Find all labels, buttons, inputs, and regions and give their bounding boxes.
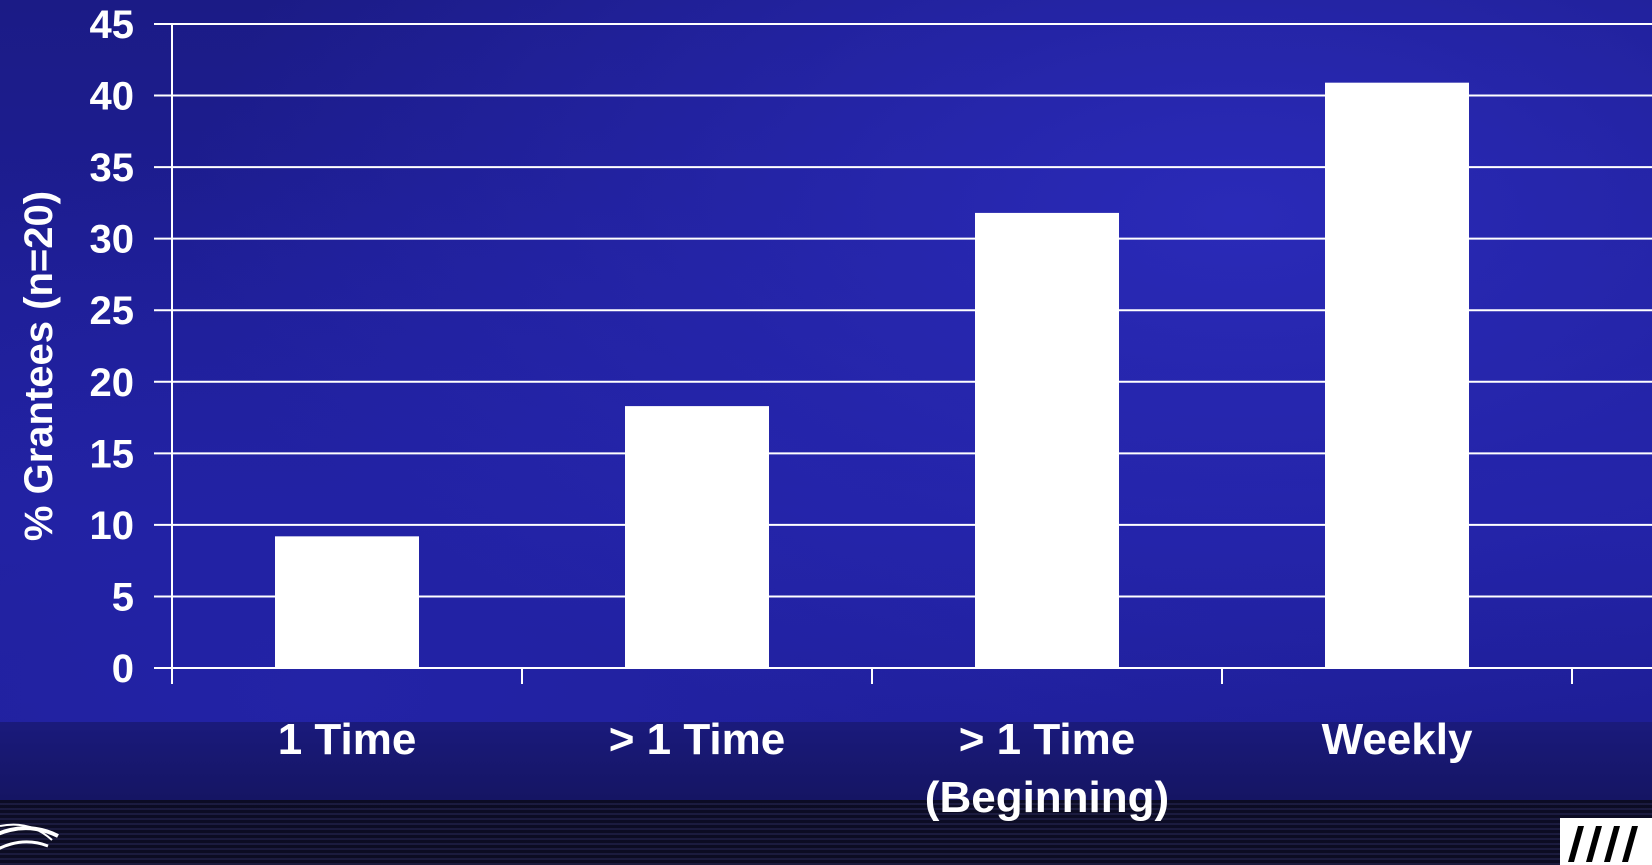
- bar-2: [625, 406, 769, 668]
- y-tick-labels: 0 5 10 15 20 25 30 35 40 45: [90, 3, 135, 691]
- y-tick-label: 10: [90, 504, 135, 548]
- y-tick-label: 30: [90, 218, 135, 262]
- bar-3: [975, 212, 1119, 668]
- bar-4: [1325, 82, 1469, 669]
- y-tick-label: 0: [112, 647, 134, 691]
- bars: [275, 82, 1469, 669]
- x-tick-label: 1 Time: [278, 715, 417, 764]
- institution-logo-icon: [1560, 818, 1652, 865]
- y-axis-title: % Grantees (n=20): [17, 191, 61, 541]
- y-tick-label: 15: [90, 432, 135, 476]
- x-tick-label: (Beginning): [925, 773, 1169, 822]
- footer-stripe: [0, 800, 1652, 865]
- y-tick-label: 5: [112, 575, 134, 619]
- x-tick-label: > 1 Time: [609, 715, 786, 764]
- x-tick-label: Weekly: [1322, 715, 1473, 764]
- seal-logo-icon: [0, 823, 59, 850]
- y-tick-label: 25: [90, 289, 135, 333]
- y-tick-label: 20: [90, 361, 135, 405]
- y-tick-label: 45: [90, 3, 135, 47]
- y-tick-label: 40: [90, 75, 135, 119]
- x-tick-labels: 1 Time > 1 Time > 1 Time (Beginning) Weekly: [278, 715, 1473, 822]
- bar-1: [275, 536, 419, 668]
- y-tick-label: 35: [90, 146, 135, 190]
- x-tick-label: > 1 Time: [959, 715, 1136, 764]
